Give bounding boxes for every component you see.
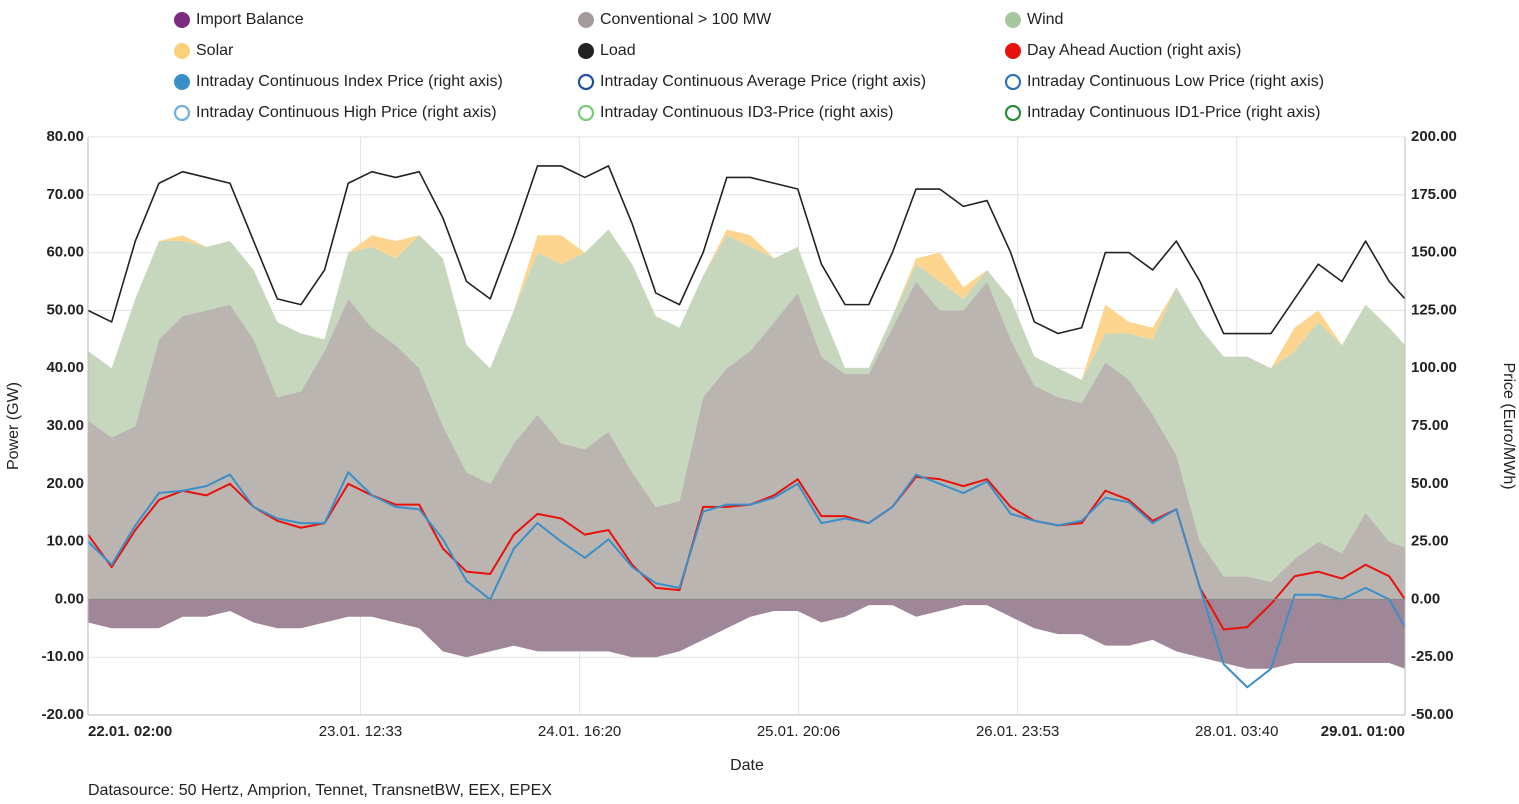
legend-item[interactable]: Import Balance [174, 11, 304, 28]
legend-marker [1004, 104, 1022, 122]
x-axis-title: Date [730, 757, 764, 774]
x-tick-label: 29.01. 01:00 [1321, 723, 1405, 740]
y2-tick-label: 0.00 [1411, 590, 1440, 607]
y-tick-label: -10.00 [41, 648, 84, 665]
legend-item[interactable]: Wind [1005, 11, 1063, 28]
y-tick-label: 70.00 [46, 186, 84, 203]
y2-tick-label: 100.00 [1411, 359, 1457, 376]
legend-item[interactable]: Load [578, 42, 636, 59]
legend: Import Balance Conventional > 100 MW Wind S… [173, 11, 1324, 122]
legend-item[interactable]: Intraday Continuous Low Price (right axi… [1004, 73, 1324, 91]
y-tick-label: 10.00 [46, 533, 84, 550]
legend-marker [174, 43, 190, 59]
line [87, 165, 1406, 335]
legend-label: Load [600, 42, 636, 59]
y2-axis-title: Price (Euro/MWh) [1500, 362, 1517, 489]
area [88, 599, 1405, 669]
y-tick-label: 60.00 [46, 244, 84, 261]
area [88, 281, 1405, 600]
y2-tick-label: -50.00 [1411, 706, 1454, 723]
x-tick-label: 28.01. 03:40 [1195, 723, 1278, 740]
legend-marker [577, 73, 595, 91]
legend-label: Intraday Continuous Index Price (right a… [196, 73, 503, 90]
legend-item[interactable]: Intraday Continuous High Price (right ax… [173, 104, 497, 122]
legend-label: Intraday Continuous High Price (right ax… [196, 104, 497, 121]
y2-tick-label: 25.00 [1411, 533, 1449, 550]
legend-label: Import Balance [196, 11, 304, 28]
legend-marker [1005, 12, 1021, 28]
y2-tick-label: 150.00 [1411, 244, 1457, 261]
y2-tick-label: 175.00 [1411, 186, 1457, 203]
y2-tick-label: 75.00 [1411, 417, 1449, 434]
y-tick-label: 20.00 [46, 475, 84, 492]
legend-item[interactable]: Intraday Continuous ID1-Price (right axi… [1004, 104, 1320, 122]
legend-item[interactable]: Conventional > 100 MW [578, 11, 772, 28]
y2-tick-label: 125.00 [1411, 301, 1457, 318]
x-tick-label: 25.01. 20:06 [757, 723, 840, 740]
legend-marker [578, 12, 594, 28]
x-tick-label: 24.01. 16:20 [538, 723, 621, 740]
y2-tick-label: 50.00 [1411, 475, 1449, 492]
y-tick-label: 50.00 [46, 301, 84, 318]
x-tick-label: 23.01. 12:33 [319, 723, 402, 740]
y-tick-label: 30.00 [46, 417, 84, 434]
x-tick-label: 26.01. 23:53 [976, 723, 1059, 740]
legend-item[interactable]: Intraday Continuous Average Price (right… [577, 73, 926, 91]
legend-label: Intraday Continuous ID3-Price (right axi… [600, 104, 893, 121]
legend-marker [1005, 43, 1021, 59]
y-axis-title: Power (GW) [5, 382, 22, 470]
y-tick-label: -20.00 [41, 706, 84, 723]
legend-label: Day Ahead Auction (right axis) [1027, 42, 1241, 59]
x-tick-label: 22.01. 02:00 [88, 723, 172, 740]
line [87, 471, 1406, 689]
legend-label: Intraday Continuous ID1-Price (right axi… [1027, 104, 1320, 121]
plot-area [87, 165, 1406, 689]
legend-marker [1004, 73, 1022, 91]
legend-item[interactable]: Solar [174, 42, 234, 59]
legend-label: Intraday Continuous Average Price (right… [600, 73, 926, 90]
legend-item[interactable]: Day Ahead Auction (right axis) [1005, 42, 1241, 59]
y2-tick-label: -25.00 [1411, 648, 1454, 665]
legend-marker [174, 74, 190, 90]
y2-tick-label: 200.00 [1411, 128, 1457, 145]
y-tick-label: 0.00 [55, 590, 84, 607]
axes: -20.00 -10.00 0.00 10.00 20.00 30.00 40.00 50.0… [41, 128, 1456, 740]
legend-item[interactable]: Intraday Continuous Index Price (right a… [174, 73, 503, 90]
legend-marker [173, 104, 191, 122]
legend-marker [174, 12, 190, 28]
legend-marker [578, 43, 594, 59]
legend-label: Conventional > 100 MW [600, 11, 772, 28]
y-tick-label: 40.00 [46, 359, 84, 376]
legend-marker [577, 104, 595, 122]
source-note: Datasource: 50 Hertz, Amprion, Tennet, T… [88, 782, 552, 799]
y-tick-label: 80.00 [46, 128, 84, 145]
legend-item[interactable]: Intraday Continuous ID3-Price (right axi… [577, 104, 893, 122]
legend-label: Solar [196, 42, 234, 59]
legend-label: Intraday Continuous Low Price (right axi… [1027, 73, 1324, 90]
area [88, 229, 1405, 380]
legend-label: Wind [1027, 11, 1063, 28]
area [88, 229, 1405, 583]
